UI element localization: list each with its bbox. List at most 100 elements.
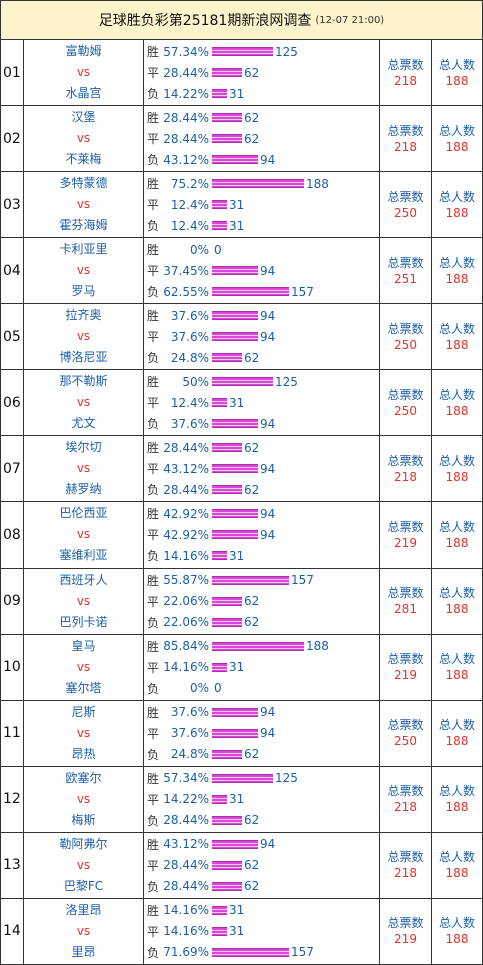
total-votes-label: 总票数	[387, 519, 424, 534]
vote-percent: 62.55%	[163, 284, 209, 299]
total-votes-value: 250	[394, 403, 417, 418]
match-number: 14	[0, 897, 24, 965]
home-team[interactable]: 欧塞尔	[65, 770, 102, 785]
home-team[interactable]: 那不勒斯	[59, 374, 108, 389]
match-row: 07 埃尔切 vs 赫罗纳 胜 28.44% 62 平 43.12% 94 负 …	[0, 435, 483, 503]
away-team[interactable]: 梅斯	[71, 812, 96, 827]
home-team[interactable]: 汉堡	[71, 110, 96, 125]
vote-bar	[212, 905, 227, 915]
home-team[interactable]: 洛里昂	[65, 902, 102, 917]
vote-row-win: 胜 28.44% 62	[147, 107, 379, 128]
total-people-cell: 总人数 188	[431, 303, 483, 371]
total-people-value: 188	[445, 271, 469, 286]
vote-percent: 12.4%	[170, 218, 209, 233]
vote-count: 94	[260, 263, 276, 278]
total-votes-label: 总票数	[387, 321, 424, 336]
vote-row-win: 胜 57.34% 125	[147, 768, 379, 789]
vote-percent: 37.6%	[170, 726, 209, 741]
vote-percent: 14.22%	[163, 86, 209, 101]
vote-count: 94	[260, 329, 276, 344]
home-team[interactable]: 勒阿弗尔	[59, 836, 108, 851]
home-team[interactable]: 富勒姆	[65, 44, 102, 59]
total-people-label: 总人数	[438, 57, 475, 72]
vote-row-draw: 平 28.44% 62	[147, 62, 379, 83]
away-team[interactable]: 昂热	[71, 746, 96, 761]
vote-label: 负	[147, 747, 160, 762]
total-people-label: 总人数	[438, 189, 475, 204]
match-row: 13 勒阿弗尔 vs 巴黎FC 胜 43.12% 94 平 28.44% 62 …	[0, 831, 483, 899]
vote-label: 胜	[147, 573, 160, 588]
total-people-value: 188	[445, 139, 469, 154]
match-row: 12 欧塞尔 vs 梅斯 胜 57.34% 125 平 14.22% 31 负 …	[0, 765, 483, 833]
match-row: 14 洛里昂 vs 里昂 胜 14.16% 31 平 14.16% 31 负 7…	[0, 897, 483, 965]
total-votes-label: 总票数	[387, 189, 424, 204]
match-teams: 埃尔切 vs 赫罗纳	[23, 435, 144, 503]
match-row: 06 那不勒斯 vs 尤文 胜 50% 125 平 12.4% 31 负 37.…	[0, 369, 483, 437]
total-people-cell: 总人数 188	[431, 897, 483, 965]
vote-label: 负	[147, 417, 160, 432]
vote-percent: 37.6%	[170, 705, 209, 720]
total-people-cell: 总人数 188	[431, 633, 483, 701]
vote-label: 平	[147, 132, 160, 147]
away-team[interactable]: 塞尔塔	[65, 680, 102, 695]
vote-count: 62	[244, 482, 260, 497]
vote-distribution: 胜 37.6% 94 平 37.6% 94 负 24.8% 62	[143, 303, 380, 371]
away-team[interactable]: 里昂	[71, 944, 96, 959]
vote-label: 平	[147, 330, 160, 345]
away-team[interactable]: 赫罗纳	[65, 482, 102, 497]
vote-row-loss: 负 24.8% 62	[147, 347, 379, 368]
vs-label: vs	[76, 461, 91, 476]
vote-bar	[212, 530, 258, 540]
vote-count: 62	[244, 65, 260, 80]
vote-percent: 0%	[189, 242, 209, 257]
away-team[interactable]: 不莱梅	[65, 152, 102, 167]
away-team[interactable]: 巴列卡诺	[59, 614, 108, 629]
vs-label: vs	[76, 725, 91, 740]
home-team[interactable]: 巴伦西亚	[59, 506, 108, 521]
home-team[interactable]: 拉齐奥	[65, 308, 102, 323]
total-votes-value: 250	[394, 205, 417, 220]
vote-label: 负	[147, 285, 160, 300]
home-team[interactable]: 多特蒙德	[59, 176, 108, 191]
vote-row-draw: 平 22.06% 62	[147, 591, 379, 612]
away-team[interactable]: 水晶宫	[65, 86, 102, 101]
total-people-cell: 总人数 188	[431, 105, 483, 173]
vs-label: vs	[76, 131, 91, 146]
home-team[interactable]: 西班牙人	[59, 572, 108, 587]
vote-row-win: 胜 55.87% 157	[147, 570, 379, 591]
vote-label: 胜	[147, 441, 160, 456]
vote-percent: 28.44%	[163, 858, 209, 873]
total-votes-cell: 总票数 219	[379, 633, 432, 701]
vote-count: 94	[260, 837, 276, 852]
vote-distribution: 胜 0% 0 平 37.45% 94 负 62.55% 157	[143, 237, 380, 305]
home-team[interactable]: 尼斯	[71, 704, 96, 719]
match-row: 09 西班牙人 vs 巴列卡诺 胜 55.87% 157 平 22.06% 62…	[0, 567, 483, 635]
vote-percent: 14.16%	[163, 903, 209, 918]
match-row: 08 巴伦西亚 vs 塞维利亚 胜 42.92% 94 平 42.92% 94 …	[0, 501, 483, 569]
away-team[interactable]: 巴黎FC	[63, 878, 104, 893]
vote-distribution: 胜 28.44% 62 平 28.44% 62 负 43.12% 94	[143, 105, 380, 173]
away-team[interactable]: 塞维利亚	[59, 548, 108, 563]
vote-distribution: 胜 37.6% 94 平 37.6% 94 负 24.8% 62	[143, 699, 380, 767]
vote-bar	[212, 926, 227, 936]
vs-label: vs	[76, 923, 91, 938]
vote-percent: 43.12%	[163, 837, 209, 852]
vs-label: vs	[76, 593, 91, 608]
total-votes-cell: 总票数 250	[379, 699, 432, 767]
home-team[interactable]: 埃尔切	[65, 440, 102, 455]
total-votes-cell: 总票数 218	[379, 38, 432, 107]
vote-bar	[212, 485, 242, 495]
vote-count: 0	[214, 242, 222, 257]
vote-distribution: 胜 42.92% 94 平 42.92% 94 负 14.16% 31	[143, 501, 380, 569]
total-people-value: 188	[445, 668, 469, 683]
home-team[interactable]: 卡利亚里	[59, 242, 108, 257]
page-title: 足球胜负彩第25181期新浪网调查	[98, 13, 312, 29]
away-team[interactable]: 霍芬海姆	[59, 218, 108, 233]
vote-count: 31	[229, 218, 245, 233]
away-team[interactable]: 尤文	[71, 416, 96, 431]
away-team[interactable]: 博洛尼亚	[59, 350, 108, 365]
vote-label: 负	[147, 681, 160, 696]
away-team[interactable]: 罗马	[71, 284, 96, 299]
home-team[interactable]: 皇马	[71, 638, 96, 653]
total-people-value: 188	[445, 800, 469, 815]
